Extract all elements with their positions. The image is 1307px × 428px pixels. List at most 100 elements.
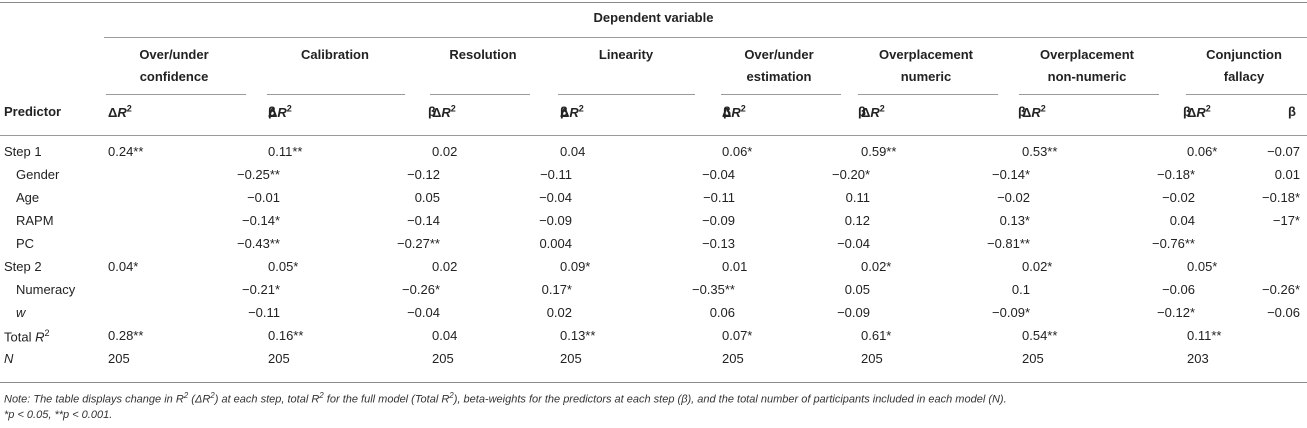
beta-cell: 0.1 [1011,282,1030,297]
delta-r2-cell: 0.01 [722,259,748,274]
note-text: ) at each step, total R [214,393,320,406]
delta-r2-cell: 0.04* [108,259,139,274]
beta-cell: −0.35** [691,282,735,297]
row-label-text: N [4,351,14,366]
group-header-line1: Overplacement [879,47,973,62]
beta-cell: −0.12* [1157,305,1195,320]
delta-r2-header-text: ΔR2 [268,104,292,121]
beta-cell: −0.09 [702,213,735,228]
group-header: Over/under estimation [719,44,839,88]
group-header: Overplacement non-numeric [1017,44,1157,88]
beta-header: β [268,104,276,119]
delta-r2-cell: 0.13** [560,328,596,343]
beta-cell: −0.18* [1157,167,1195,182]
delta-r2-header-text: ΔR2 [1022,104,1046,121]
beta-header: β [723,104,731,119]
group-rule [430,94,530,95]
group-header: Over/under confidence [104,44,244,88]
beta-cell: 0.004 [539,236,572,251]
row-label-text: RAPM [16,213,54,228]
group-header: Calibration [265,44,405,66]
delta-r2-header: ΔR2 [432,104,456,120]
delta-r2-cell: 205 [560,351,582,366]
group-header: Overplacement numeric [856,44,996,88]
delta-r2-cell: 0.02* [861,259,892,274]
delta-r2-cell: 0.11** [268,144,303,159]
group-rule [1019,94,1159,95]
delta-r2-cell: 205 [1022,351,1044,366]
beta-cell: −0.12 [407,167,440,182]
note-superscript: 2 [210,391,215,400]
delta-r2-cell: 205 [108,351,130,366]
group-rule [558,94,695,95]
group-header-line1: Conjunction [1206,47,1282,62]
beta-cell: 0.12 [844,213,870,228]
header-rule [0,135,1307,136]
delta-r2-cell: 0.06* [722,144,753,159]
delta-r2-superscript: 2 [286,104,292,114]
group-rule [267,94,405,95]
delta-r2-header-text: ΔR2 [108,104,132,121]
row-label: w [16,305,25,320]
row-label-text: w [16,305,26,320]
delta-r2-cell: 205 [722,351,744,366]
delta-r2-cell: 0.16** [268,328,304,343]
table-row: Numeracy −0.21* −0.26* 0.17* −0.35** 0.05 0.1 −… [0,282,1307,304]
beta-header: β [560,104,568,119]
delta-r2-header-text: ΔR2 [432,104,456,121]
note-text: Note: The table displays change in R [4,393,184,406]
group-header-line2: estimation [746,69,812,84]
beta-cell: 0.11 [845,190,870,205]
beta-cell: 0.17* [541,282,572,297]
delta-r2-superscript: 2 [1040,104,1046,114]
delta-r2-cell: 0.05* [268,259,299,274]
beta-cell: −0.43** [236,236,280,251]
group-header: Linearity [556,44,696,66]
beta-cell: −0.25** [236,167,280,182]
delta-r2-header-text: ΔR2 [560,104,584,121]
table-row: Step 1 0.24** 0.11** 0.02 0.04 0.06* 0.59** 0.5… [0,144,1307,166]
beta-cell: −0.26* [1262,282,1300,297]
beta-cell: −0.21* [242,282,280,297]
delta-r2-cell: 205 [861,351,883,366]
row-label: Numeracy [16,282,75,297]
table-row: N 205 205 205 205 205 205 205 203 [0,351,1307,373]
row-label-text: PC [16,236,35,251]
beta-cell: −0.27** [396,236,440,251]
row-label: Step 1 [4,144,42,159]
delta-r2-superscript: 2 [126,104,132,114]
beta-cell: 0.01 [1274,167,1300,182]
group-header: Conjunction fallacy [1184,44,1304,88]
delta-r2-header: ΔR2 [861,104,885,120]
group-header-line2: confidence [139,69,209,84]
beta-cell: −0.14* [992,167,1030,182]
delta-r2-cell: 0.53** [1022,144,1058,159]
note-text: for the full model (Total R [323,393,450,406]
delta-r2-cell: 0.09* [560,259,591,274]
beta-cell: −0.02 [1162,190,1195,205]
group-header: Resolution [428,44,538,66]
row-label-superscript: 2 [44,328,50,338]
note-text: ), beta-weights for the predictors at ea… [453,393,1007,406]
note-text: (ΔR [188,393,211,406]
beta-cell: −0.81** [986,236,1030,251]
delta-r2-header: ΔR2 [268,104,292,120]
delta-r2-cell: 0.02* [1022,259,1053,274]
delta-r2-superscript: 2 [879,104,885,114]
group-rule [858,94,998,95]
group-header-line2: fallacy [1223,69,1265,84]
table-row: RAPM −0.14* −0.14 −0.09 −0.09 0.12 0.13* 0.04 −1… [0,213,1307,235]
table-note: Note: The table displays change in R 2 (Δ… [4,391,1007,406]
beta-cell: 0.06 [709,305,735,320]
significance-note: *p < 0.05, **p < 0.001. [4,409,113,421]
delta-r2-cell: 203 [1187,351,1209,366]
beta-cell: −0.04 [407,305,440,320]
delta-r2-cell: 205 [268,351,290,366]
row-label: Gender [16,167,59,182]
group-header-line2: non-numeric [1047,69,1127,84]
beta-cell: −0.07 [1267,144,1300,159]
beta-cell: −0.13 [702,236,735,251]
row-label: Age [16,190,39,205]
delta-r2-cell: 0.28** [108,328,144,343]
